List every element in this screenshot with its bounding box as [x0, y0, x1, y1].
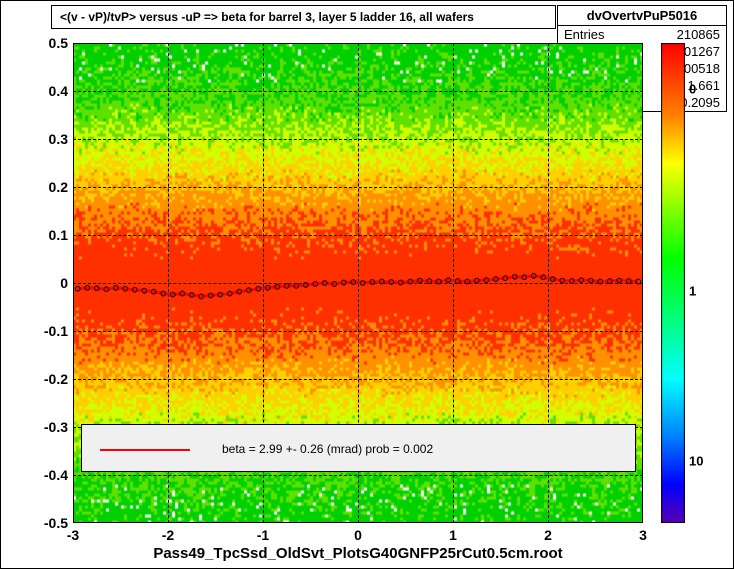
x-tick-label: 3 — [639, 527, 647, 543]
y-tick-label: -0.4 — [8, 467, 68, 483]
y-tick-label: 0.2 — [8, 179, 68, 195]
y-tick-label: -0.5 — [8, 515, 68, 531]
colorbar-tick-label: 0 — [689, 82, 696, 97]
colorbar-tick-label: 10 — [689, 454, 703, 469]
colorbar — [661, 43, 685, 523]
y-tick-label: 0.1 — [8, 227, 68, 243]
y-tick-label: -0.2 — [8, 371, 68, 387]
legend-text: beta = 2.99 +- 0.26 (mrad) prob = 0.002 — [222, 442, 433, 456]
stats-row: Entries 210865 — [558, 26, 726, 43]
x-tick-label: -3 — [67, 527, 79, 543]
root-container: <(v - vP)/tvP> versus -uP => beta for ba… — [0, 0, 734, 569]
x-tick-label: -2 — [162, 527, 174, 543]
y-tick-label: -0.1 — [8, 323, 68, 339]
legend-fit-line — [100, 449, 190, 451]
y-tick-label: 0.4 — [8, 83, 68, 99]
stats-name: dvOvertvPuP5016 — [558, 6, 726, 26]
x-tick-label: 2 — [544, 527, 552, 543]
x-tick-label: 0 — [354, 527, 362, 543]
y-tick-label: 0.3 — [8, 131, 68, 147]
stats-value: 0.2095 — [680, 95, 720, 110]
x-tick-label: -1 — [257, 527, 269, 543]
y-tick-label: 0 — [8, 275, 68, 291]
y-tick-label: -0.3 — [8, 419, 68, 435]
x-tick-label: 1 — [449, 527, 457, 543]
stats-label: Entries — [564, 27, 604, 42]
colorbar-tick-label: 1 — [689, 284, 696, 299]
chart-title: <(v - vP)/tvP> versus -uP => beta for ba… — [51, 5, 556, 29]
x-axis-label: Pass49_TpcSsd_OldSvt_PlotsG40GNFP25rCut0… — [73, 545, 643, 562]
stats-value: 210865 — [677, 27, 720, 42]
legend-box: beta = 2.99 +- 0.26 (mrad) prob = 0.002 — [81, 424, 636, 472]
y-tick-label: 0.5 — [8, 35, 68, 51]
